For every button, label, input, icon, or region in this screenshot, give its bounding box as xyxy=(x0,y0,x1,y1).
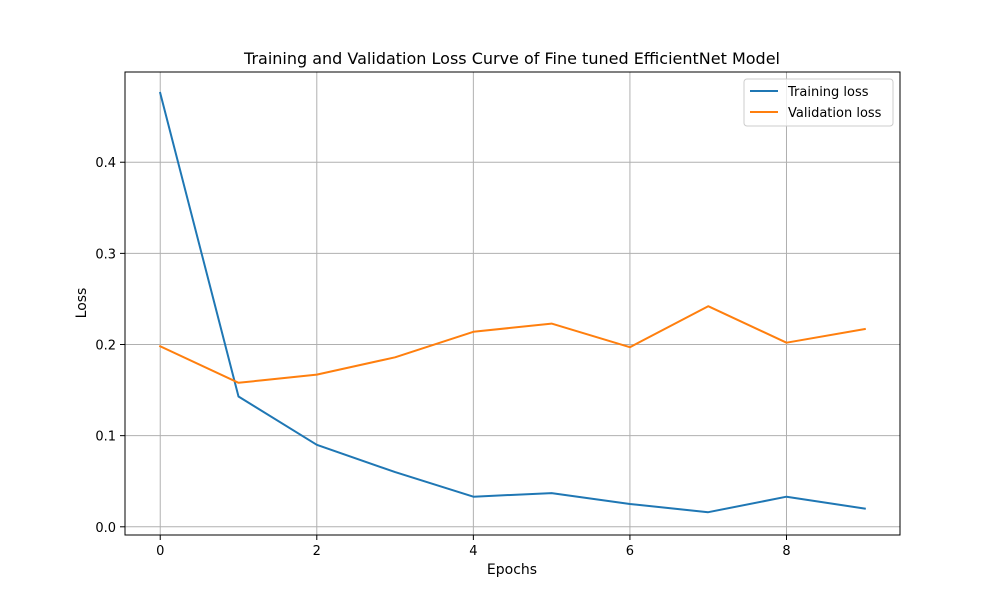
series-line-training-loss xyxy=(158,91,866,514)
y-tick-label: 0.2 xyxy=(95,339,116,354)
y-tick-label: 0.0 xyxy=(95,521,116,536)
grid xyxy=(125,72,900,535)
y-tick-label: 0.3 xyxy=(95,247,116,262)
x-tick-label: 2 xyxy=(313,544,321,559)
x-tick-label: 4 xyxy=(469,544,477,559)
x-tick-label: 8 xyxy=(782,544,790,559)
legend-label: Validation loss xyxy=(788,106,882,121)
series-line-validation-loss xyxy=(158,305,866,384)
y-tick-label: 0.1 xyxy=(95,430,116,445)
legend-box xyxy=(743,78,894,127)
x-tick-label: 6 xyxy=(626,544,634,559)
chart-title: Training and Validation Loss Curve of Fi… xyxy=(243,49,780,68)
y-axis-label: Loss xyxy=(74,288,90,319)
axes-frame xyxy=(124,71,901,536)
y-tick-label: 0.4 xyxy=(95,156,116,171)
axis-ticks: 0 2 4 6 8 0.0 0.1 0.2 0.3 0.4 xyxy=(95,156,790,559)
x-tick-label: 0 xyxy=(156,544,164,559)
legend: Training loss Validation loss xyxy=(743,78,894,127)
x-axis-label: Epochs xyxy=(487,562,537,578)
series-lines xyxy=(158,91,866,514)
legend-label: Training loss xyxy=(787,85,869,100)
